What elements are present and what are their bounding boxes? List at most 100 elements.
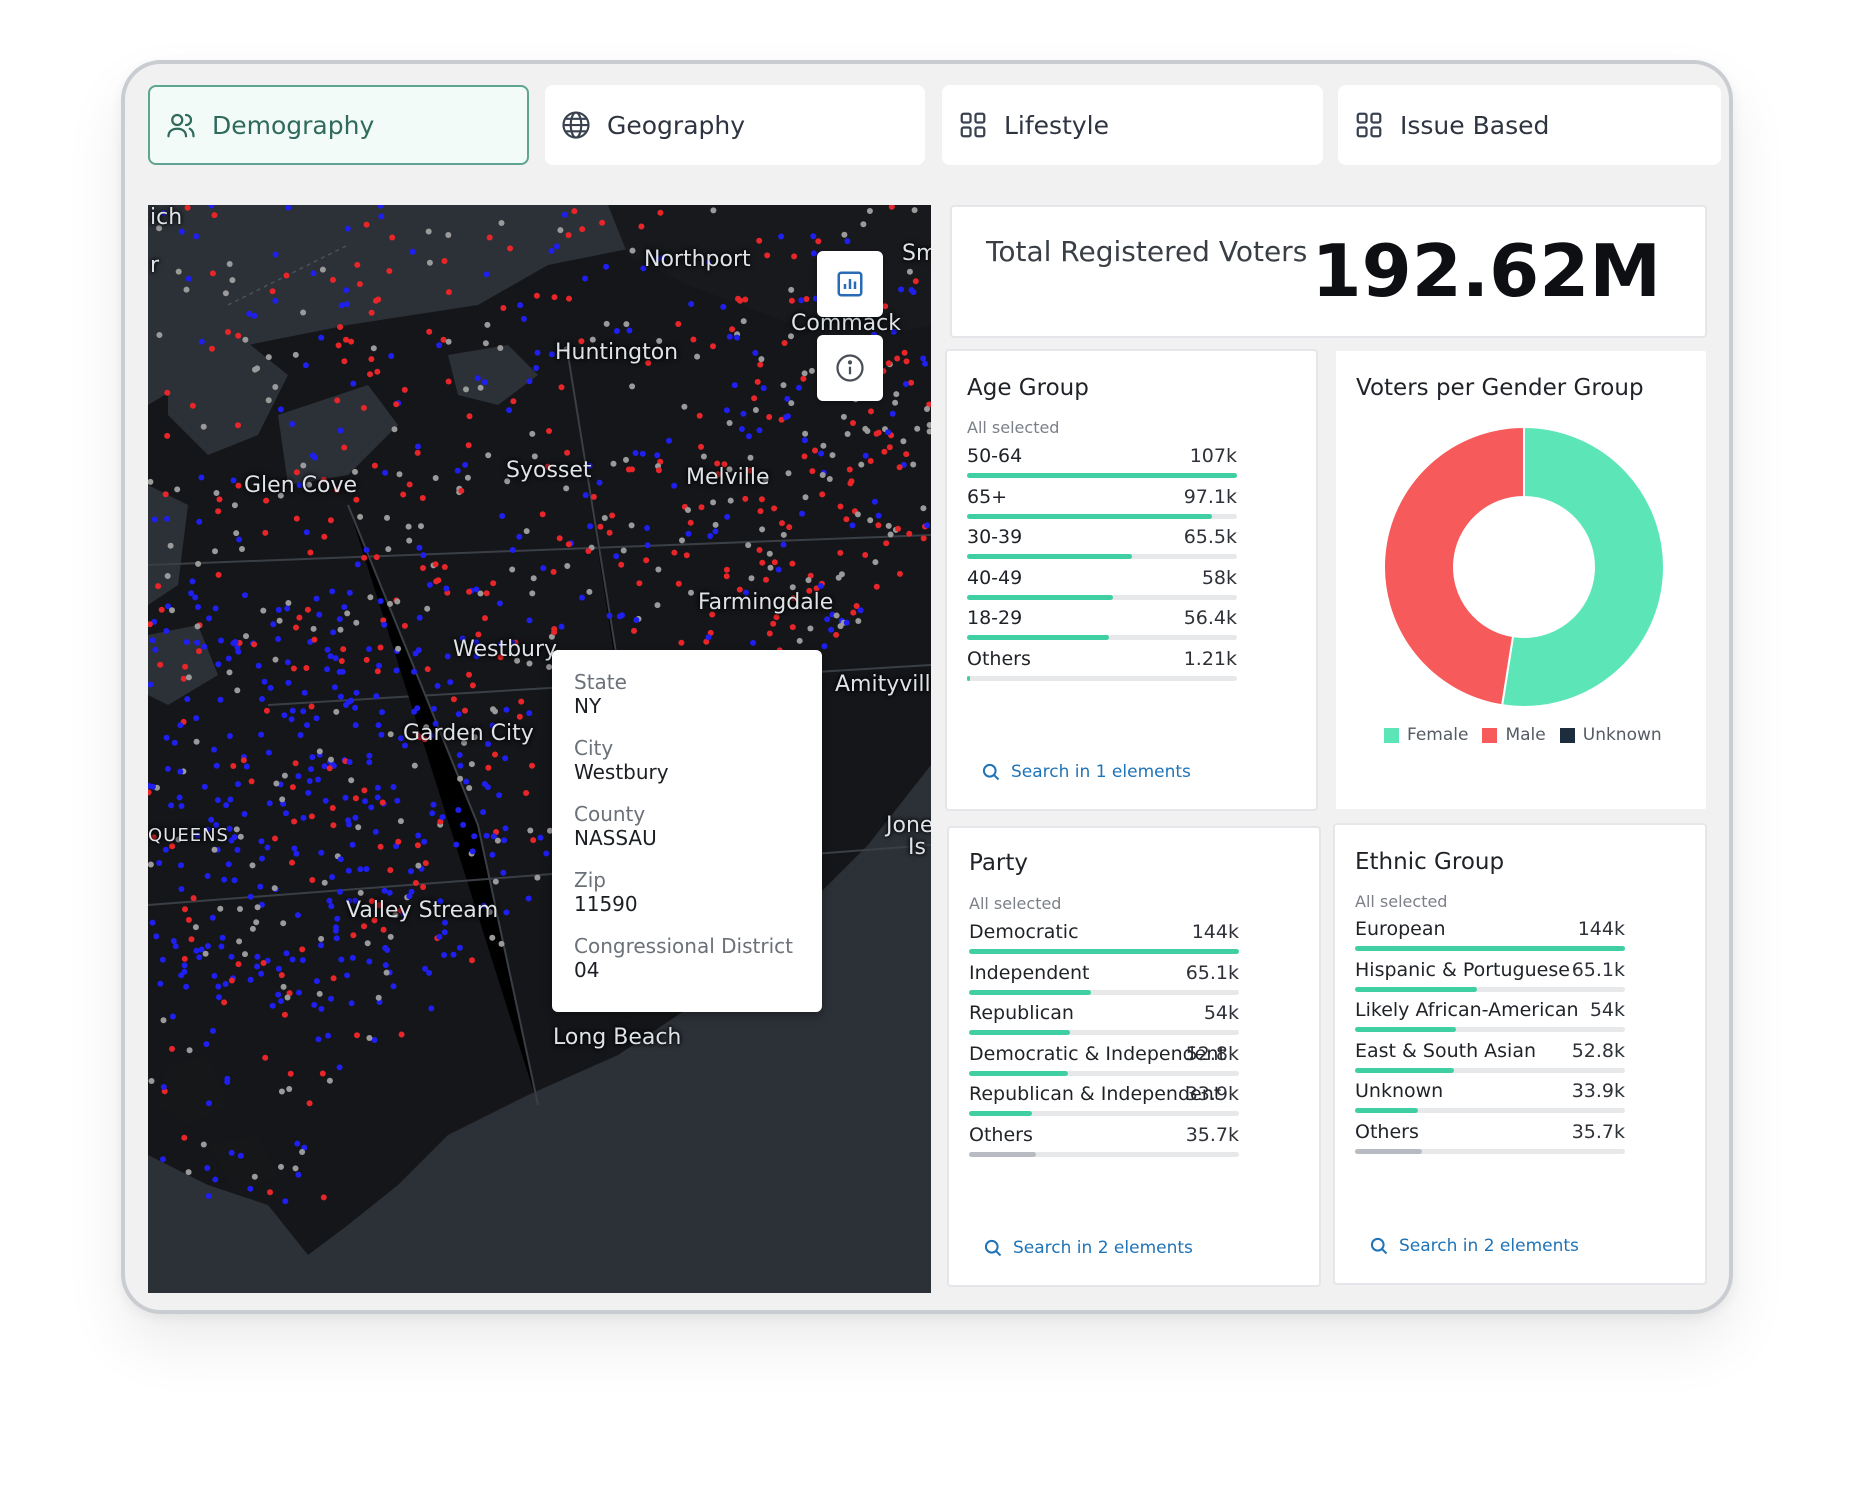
voter-dot[interactable] xyxy=(249,862,256,869)
voter-dot[interactable] xyxy=(900,438,907,445)
voter-dot[interactable] xyxy=(338,956,345,963)
voter-dot[interactable] xyxy=(457,775,464,782)
voter-dot[interactable] xyxy=(685,530,692,537)
voter-dot[interactable] xyxy=(272,251,279,258)
voter-dot[interactable] xyxy=(466,671,472,678)
voter-dot[interactable] xyxy=(400,910,407,917)
voter-dot[interactable] xyxy=(381,621,388,628)
voter-dot[interactable] xyxy=(219,934,226,941)
voter-dot[interactable] xyxy=(690,336,697,343)
voter-dot[interactable] xyxy=(382,469,389,476)
voter-dot[interactable] xyxy=(295,773,302,780)
voter-dot[interactable] xyxy=(383,969,390,976)
voter-dot[interactable] xyxy=(204,1165,211,1171)
voter-dot[interactable] xyxy=(223,802,230,809)
voter-dot[interactable] xyxy=(333,935,340,942)
voter-dot[interactable] xyxy=(353,619,360,626)
voter-dot[interactable] xyxy=(771,505,778,512)
voter-dot[interactable] xyxy=(786,524,793,531)
voter-dot[interactable] xyxy=(549,351,555,358)
voter-dot[interactable] xyxy=(597,523,604,530)
voter-dot[interactable] xyxy=(796,637,803,644)
voter-dot[interactable] xyxy=(289,707,296,714)
voter-dot[interactable] xyxy=(289,784,296,791)
voter-dot[interactable] xyxy=(802,494,809,501)
voter-dot[interactable] xyxy=(235,482,242,489)
voter-dot[interactable] xyxy=(471,734,478,741)
voter-map[interactable]: ich r Northport Sm Commack Huntington Gl… xyxy=(148,205,931,1293)
voter-dot[interactable] xyxy=(229,277,236,284)
voter-dot[interactable] xyxy=(539,511,546,518)
voter-dot[interactable] xyxy=(225,329,231,335)
voter-dot[interactable] xyxy=(373,554,380,561)
voter-dot[interactable] xyxy=(829,452,836,459)
voter-dot[interactable] xyxy=(215,661,222,668)
voter-dot[interactable] xyxy=(843,619,850,626)
voter-dot[interactable] xyxy=(462,707,468,714)
voter-dot[interactable] xyxy=(398,735,404,742)
voter-dot[interactable] xyxy=(586,588,593,595)
voter-dot[interactable] xyxy=(346,759,353,765)
voter-dot[interactable] xyxy=(920,505,927,512)
voter-dot[interactable] xyxy=(434,682,441,689)
voter-dot[interactable] xyxy=(308,766,314,773)
voter-dot[interactable] xyxy=(890,328,897,335)
voter-dot[interactable] xyxy=(720,303,727,310)
voter-dot[interactable] xyxy=(319,1070,326,1077)
voter-dot[interactable] xyxy=(688,589,694,596)
voter-dot[interactable] xyxy=(475,631,482,638)
voter-dot[interactable] xyxy=(296,482,303,489)
voter-dot[interactable] xyxy=(216,496,223,503)
voter-dot[interactable] xyxy=(283,272,290,279)
voter-dot[interactable] xyxy=(394,797,401,804)
voter-dot[interactable] xyxy=(272,656,279,663)
voter-dot[interactable] xyxy=(501,837,508,844)
voter-dot[interactable] xyxy=(498,220,505,226)
voter-dot[interactable] xyxy=(837,623,844,630)
voter-dot[interactable] xyxy=(163,734,170,741)
voter-dot[interactable] xyxy=(778,233,785,240)
voter-dot[interactable] xyxy=(566,295,572,302)
voter-dot[interactable] xyxy=(920,355,927,362)
voter-dot[interactable] xyxy=(376,662,382,669)
voter-dot[interactable] xyxy=(414,842,421,849)
voter-dot[interactable] xyxy=(310,625,317,632)
voter-dot[interactable] xyxy=(819,472,826,478)
voter-dot[interactable] xyxy=(442,919,448,926)
voter-dot[interactable] xyxy=(626,327,633,334)
voter-dot[interactable] xyxy=(817,583,824,589)
age-group-search[interactable]: Search in 1 elements xyxy=(981,762,1191,782)
voter-dot[interactable] xyxy=(533,365,540,371)
voter-dot[interactable] xyxy=(599,219,606,226)
voter-dot[interactable] xyxy=(445,232,452,238)
voter-dot[interactable] xyxy=(534,349,541,356)
voter-dot[interactable] xyxy=(529,430,536,437)
voter-dot[interactable] xyxy=(148,621,153,628)
voter-dot[interactable] xyxy=(329,588,336,595)
voter-dot[interactable] xyxy=(193,233,200,240)
voter-dot[interactable] xyxy=(849,522,856,529)
voter-dot[interactable] xyxy=(875,522,882,529)
voter-dot[interactable] xyxy=(926,401,931,408)
voter-dot[interactable] xyxy=(450,696,457,703)
voter-dot[interactable] xyxy=(294,912,301,919)
voter-dot[interactable] xyxy=(523,528,530,535)
voter-dot[interactable] xyxy=(444,653,451,660)
voter-dot[interactable] xyxy=(183,983,190,990)
voter-dot[interactable] xyxy=(277,406,284,413)
voter-dot[interactable] xyxy=(723,566,730,573)
voter-dot[interactable] xyxy=(367,594,374,601)
voter-dot[interactable] xyxy=(426,969,433,976)
voter-dot[interactable] xyxy=(194,832,201,839)
voter-dot[interactable] xyxy=(174,486,181,493)
voter-dot[interactable] xyxy=(366,958,373,965)
voter-dot[interactable] xyxy=(263,497,270,504)
voter-dot[interactable] xyxy=(473,586,480,593)
voter-dot[interactable] xyxy=(606,612,613,619)
voter-dot[interactable] xyxy=(259,696,265,702)
voter-dot[interactable] xyxy=(821,643,828,650)
voter-dot[interactable] xyxy=(742,296,749,303)
voter-dot[interactable] xyxy=(261,678,268,685)
voter-dot[interactable] xyxy=(497,654,504,661)
voter-dot[interactable] xyxy=(334,915,341,922)
